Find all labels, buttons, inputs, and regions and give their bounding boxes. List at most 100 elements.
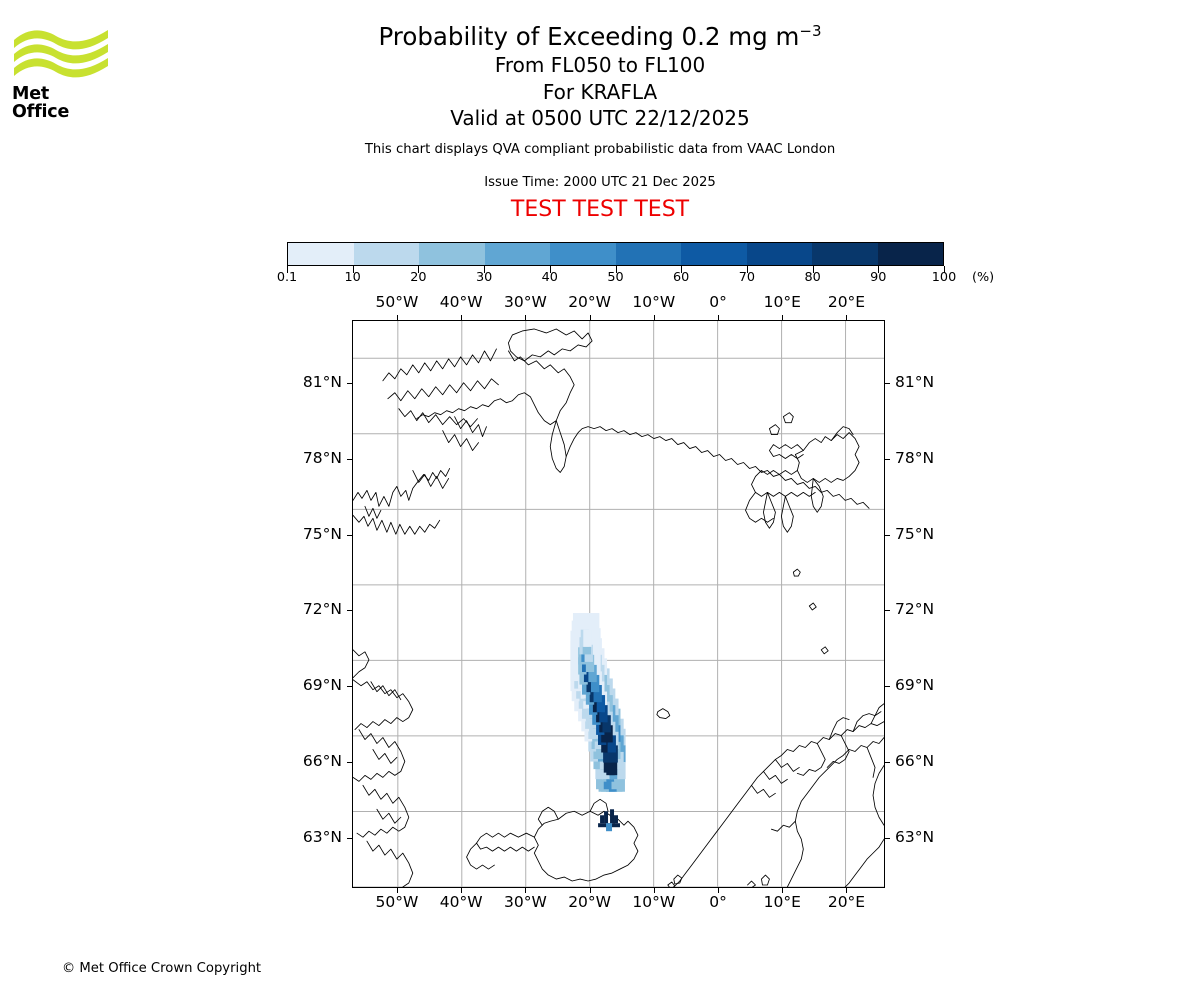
lat-tickmark-right xyxy=(885,761,890,763)
lon-label-bottom-40°W: 40°W xyxy=(439,893,483,911)
flight-level-line: From FL050 to FL100 xyxy=(494,53,706,77)
lon-tickmark xyxy=(461,315,463,320)
colorbar-tick-label-30: 30 xyxy=(475,270,493,285)
valid-time-line: Valid at 0500 UTC 22/12/2025 xyxy=(450,106,750,130)
colorbar-segment-4 xyxy=(550,243,616,265)
lat-label-right-69°N: 69°N xyxy=(895,676,935,695)
lon-label-top-30°W: 30°W xyxy=(503,293,547,311)
lon-label-bottom-20°W: 20°W xyxy=(568,893,611,911)
plume-halo-cell xyxy=(571,683,581,702)
plume-cell xyxy=(579,667,588,685)
plume-halo-cell xyxy=(616,774,625,792)
plume-halo-cell xyxy=(591,613,600,631)
lon-tickmark xyxy=(718,315,720,320)
colorbar-tick-60 xyxy=(681,266,683,273)
lon-tickmark xyxy=(846,888,848,893)
colorbar-tick-labels: 0.1 10 20 30 40 50 60 70 80 90 100 xyxy=(187,270,1044,288)
colorbar-tick-label-20: 20 xyxy=(410,270,427,285)
lat-tickmark-right xyxy=(885,837,890,839)
colorbar-tick-90 xyxy=(878,266,880,273)
lon-tickmark xyxy=(461,888,463,893)
lat-tickmark-left xyxy=(347,837,352,839)
plume-cell xyxy=(588,664,597,683)
lat-label-right-66°N: 66°N xyxy=(895,751,935,770)
colorbar-tick-50 xyxy=(615,266,617,273)
plume-cell xyxy=(590,674,600,693)
colorbar-tick-100 xyxy=(944,266,945,273)
lon-tickmark xyxy=(653,888,655,893)
colorbar-tick-40 xyxy=(549,266,551,273)
lat-label-right-72°N: 72°N xyxy=(895,600,935,619)
colorbar-segment-2 xyxy=(419,243,485,265)
plume-cell xyxy=(593,685,602,703)
lat-label-right-63°N: 63°N xyxy=(895,827,935,846)
colorbar-tick-label-70: 70 xyxy=(738,270,756,285)
plume-cell xyxy=(583,664,593,683)
copyright-notice: © Met Office Crown Copyright xyxy=(62,961,262,976)
colorbar-tick-label-10: 10 xyxy=(344,270,361,285)
lon-label-bottom-20°E: 20°E xyxy=(827,893,866,911)
lat-label-left-75°N: 75°N xyxy=(302,524,342,543)
lat-tickmark-right xyxy=(885,458,890,460)
lon-tickmark xyxy=(846,315,848,320)
issue-time: Issue Time: 2000 UTC 21 Dec 2025 xyxy=(484,174,716,190)
lat-tickmark-left xyxy=(347,458,352,460)
plume-cell xyxy=(604,725,613,743)
lat-label-left-81°N: 81°N xyxy=(302,373,342,392)
map-panel[interactable] xyxy=(352,320,885,888)
colorbar-segment-3 xyxy=(484,243,550,265)
colorbar-segment-5 xyxy=(615,243,681,265)
lat-tickmark-left xyxy=(347,686,352,688)
chart-note: This chart displays QVA compliant probab… xyxy=(364,141,836,157)
plume-halo-cell xyxy=(575,613,584,631)
colorbar-tick-label-90: 90 xyxy=(870,270,887,285)
colorbar-segment-6 xyxy=(681,243,747,265)
colorbar-tick-20 xyxy=(418,266,420,273)
title-block: Probability of Exceeding 0.2 mg m−3 From… xyxy=(0,22,1200,223)
lat-label-right-75°N: 75°N xyxy=(895,524,935,543)
lat-label-right-78°N: 78°N xyxy=(895,448,935,467)
colorbar-tick-label-40: 40 xyxy=(541,270,558,285)
lon-label-top-0°: 0° xyxy=(709,293,727,311)
page-title-exponent: −3 xyxy=(799,21,822,40)
plume-halo-cell xyxy=(583,613,592,631)
latitude-labels-right: 63°N 66°N 69°N 72°N 75°N 78°N 81°N xyxy=(885,320,1200,888)
page-title: Probability of Exceeding 0.2 mg m−3 xyxy=(0,22,1200,52)
plume-cell xyxy=(603,745,612,763)
plume-halo-cell xyxy=(591,646,600,664)
lat-label-left-63°N: 63°N xyxy=(302,827,342,846)
lat-tickmark-left xyxy=(347,383,352,385)
lon-label-top-20°E: 20°E xyxy=(827,293,866,311)
lat-tickmark-left xyxy=(347,610,352,612)
longitude-labels-top: 50°W 40°W 30°W 20°W 10°W 0° 10°E 20°E xyxy=(0,293,1200,313)
colorbar-tick-label-0.1: 0.1 xyxy=(276,270,298,285)
lon-tickmark xyxy=(589,888,591,893)
lat-tickmark-right xyxy=(885,534,890,536)
lon-label-top-20°W: 20°W xyxy=(568,293,611,311)
colorbar-segment-1 xyxy=(353,243,419,265)
plume-halo-cell xyxy=(595,761,604,780)
lon-tickmark xyxy=(653,315,655,320)
colorbar xyxy=(287,242,944,266)
met-office-wordmark: Met Office xyxy=(12,84,70,122)
test-banner: TEST TEST TEST xyxy=(510,196,690,222)
colorbar-segment-0 xyxy=(288,243,354,265)
plume-halo-cell xyxy=(617,761,626,780)
plume-halo-cell xyxy=(615,751,624,770)
lon-label-bottom-50°W: 50°W xyxy=(375,893,419,911)
graticule xyxy=(353,321,884,887)
lon-label-bottom-10°E: 10°E xyxy=(763,893,801,911)
plume-cell xyxy=(602,715,611,733)
lon-label-top-50°W: 50°W xyxy=(375,293,419,311)
longitude-labels-bottom: 50°W 40°W 30°W 20°W 10°W 0° 10°E 20°E xyxy=(0,893,1200,915)
map-canvas xyxy=(353,321,884,887)
lon-tickmark xyxy=(782,888,784,893)
colorbar-tick-label-100: 100 xyxy=(931,270,957,285)
lat-tickmark-right xyxy=(885,686,890,688)
colorbar-unit-label: (%) xyxy=(972,270,995,285)
plume-cell xyxy=(608,757,618,776)
lat-tickmark-right xyxy=(885,610,890,612)
lat-label-left-69°N: 69°N xyxy=(302,676,342,695)
lon-label-top-40°W: 40°W xyxy=(439,293,483,311)
plume-cell xyxy=(583,629,592,647)
